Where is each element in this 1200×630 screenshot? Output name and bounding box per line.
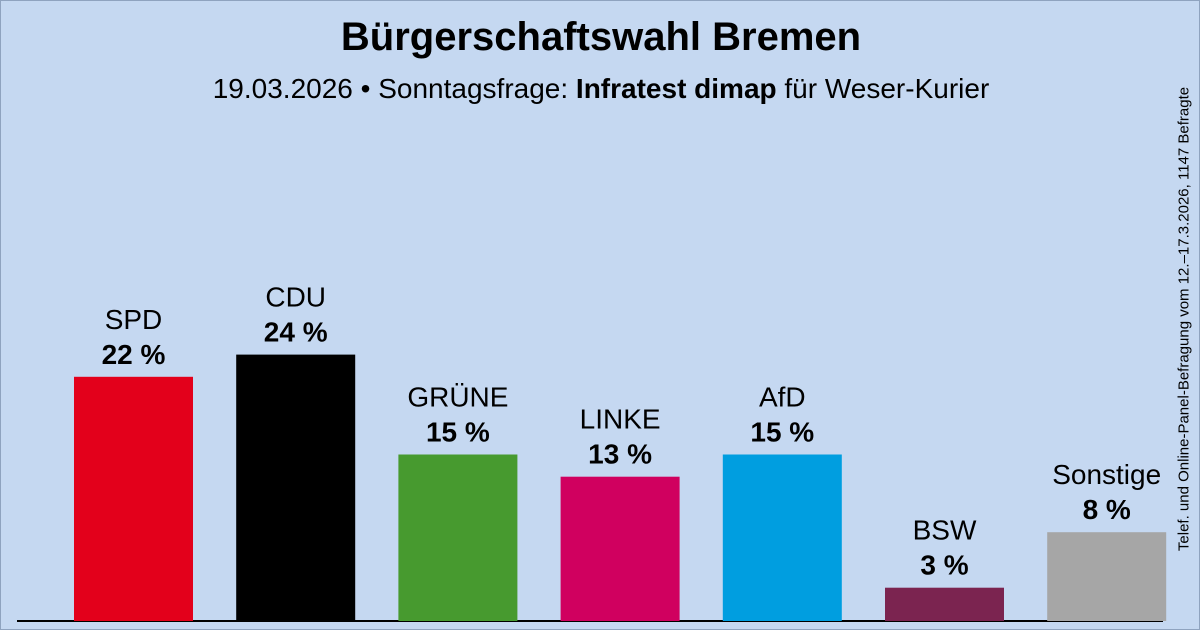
- subtitle-institute: Infratest dimap: [575, 73, 777, 104]
- value-label-linke: 13 %: [588, 439, 652, 470]
- value-label-spd: 22 %: [102, 339, 166, 370]
- chart-title: Bürgerschaftswahl Bremen: [340, 15, 862, 59]
- chart-subtitle: 19.03.2026 • Sonntagsfrage: Infratest di…: [1, 73, 1199, 105]
- value-label-gruene: 15 %: [426, 417, 490, 448]
- value-label-afd: 15 %: [750, 417, 814, 448]
- bar-label-bsw: BSW: [913, 515, 977, 546]
- bar-label-afd: AfD: [759, 382, 806, 413]
- bar-label-gruene: GRÜNE: [407, 382, 508, 413]
- bar-spd: [74, 376, 193, 621]
- bar-label-cdu: CDU: [265, 282, 326, 313]
- bar-sonstige: [1047, 532, 1167, 621]
- value-label-sonstige: 8 %: [1083, 494, 1131, 525]
- value-label-bsw: 3 %: [920, 550, 968, 581]
- bar-linke: [560, 476, 680, 621]
- bar-label-linke: LINKE: [580, 404, 661, 435]
- bar-label-spd: SPD: [105, 304, 163, 335]
- value-label-cdu: 24 %: [264, 317, 328, 348]
- subtitle-client: für Weser-Kurier: [784, 73, 990, 104]
- bar-bsw: [885, 587, 1004, 621]
- subtitle-date: 19.03.2026 • Sonntagsfrage:: [212, 73, 569, 104]
- bar-gruene: [398, 454, 518, 621]
- bar-label-sonstige: Sonstige: [1052, 459, 1161, 490]
- bar-cdu: [236, 354, 356, 621]
- bar-afd: [722, 454, 842, 621]
